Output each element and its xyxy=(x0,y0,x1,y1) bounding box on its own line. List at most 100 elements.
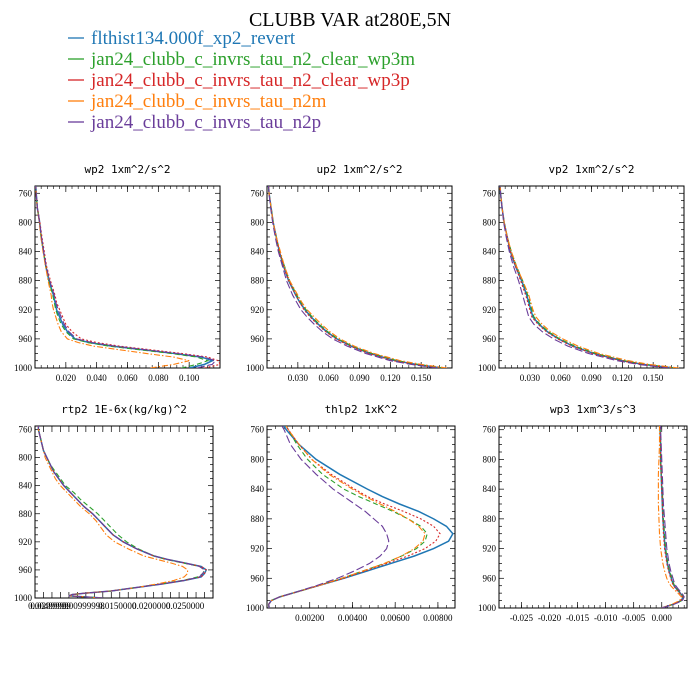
y-tick-label: 920 xyxy=(251,544,265,554)
legend-entry: jan24_clubb_c_invrs_tau_n2_clear_wp3m xyxy=(68,49,415,70)
y-tick-label: 880 xyxy=(251,276,265,286)
legend-label: jan24_clubb_c_invrs_tau_n2p xyxy=(90,112,321,133)
y-tick-label: 1000 xyxy=(478,603,497,613)
y-tick-label: 960 xyxy=(483,573,497,583)
panel-frame xyxy=(498,185,685,369)
series-line xyxy=(35,186,210,368)
series-line xyxy=(35,186,215,368)
x-tick-label: 0.000 xyxy=(652,613,673,623)
panel: rtp2 1E-6x(kg/kg)^2 760 800 840 880 920 960 100… xyxy=(14,403,214,611)
panel: thlp2 1xK^2 760 800 840 880 920 960 1000 0.00200… xyxy=(246,403,456,623)
x-tick-label: 0.120 xyxy=(380,373,401,383)
y-tick-label: 920 xyxy=(19,537,33,547)
panel-title: up2 1xm^2/s^2 xyxy=(316,163,402,176)
panel-title: wp2 1xm^2/s^2 xyxy=(84,163,170,176)
y-tick-label: 760 xyxy=(483,425,497,435)
y-tick-label: 960 xyxy=(251,334,265,344)
legend-entry: jan24_clubb_c_invrs_tau_n2_clear_wp3p xyxy=(68,70,410,91)
y-tick-label: 840 xyxy=(483,247,497,257)
series-line xyxy=(267,186,447,368)
panel-frame xyxy=(498,425,688,609)
x-tick-label: 0.020 xyxy=(56,373,77,383)
series-line xyxy=(499,186,669,368)
x-tick-label: 0.040 xyxy=(87,373,108,383)
panel: wp3 1xm^3/s^3 760 800 840 880 920 960 1000 -0.02… xyxy=(478,403,688,623)
x-tick-label: -0.025 xyxy=(510,613,534,623)
legend-entry: flthist134.000f_xp2_revert xyxy=(68,28,296,49)
x-tick-label: 0.060 xyxy=(319,373,340,383)
panel-title: thlp2 1xK^2 xyxy=(325,403,398,416)
y-tick-label: 1000 xyxy=(478,363,497,373)
x-tick-label: 0.030 xyxy=(288,373,309,383)
y-tick-label: 920 xyxy=(483,544,497,554)
series-line xyxy=(659,426,684,608)
legend-label: flthist134.000f_xp2_revert xyxy=(91,28,296,49)
series-line xyxy=(268,426,441,608)
panel-title: vp2 1xm^2/s^2 xyxy=(548,163,634,176)
y-tick-label: 800 xyxy=(19,217,33,227)
series-line xyxy=(499,186,679,368)
x-tick-label: 0.0250000 xyxy=(166,601,205,611)
series-line xyxy=(37,426,208,598)
y-tick-label: 760 xyxy=(251,425,265,435)
y-tick-label: 800 xyxy=(483,454,497,464)
y-tick-label: 880 xyxy=(19,509,33,519)
series-line xyxy=(659,426,685,608)
x-tick-label: 0.0150000 xyxy=(98,601,137,611)
x-tick-label: 0.0299999 xyxy=(30,601,69,611)
series-line xyxy=(267,186,437,368)
legend-entry: jan24_clubb_c_invrs_tau_n2m xyxy=(68,91,327,112)
panel-title: wp3 1xm^3/s^3 xyxy=(550,403,636,416)
x-tick-label: 0.00200 xyxy=(295,613,325,623)
x-tick-label: 0.120 xyxy=(612,373,633,383)
x-tick-label: 0.060 xyxy=(551,373,572,383)
y-tick-label: 760 xyxy=(19,425,33,435)
x-tick-label: 0.030 xyxy=(520,373,541,383)
y-tick-label: 840 xyxy=(251,484,265,494)
panel-frame xyxy=(34,185,221,369)
y-tick-label: 1000 xyxy=(14,363,33,373)
y-tick-label: 880 xyxy=(483,514,497,524)
x-tick-label: 0.090 xyxy=(581,373,602,383)
y-tick-label: 800 xyxy=(483,217,497,227)
y-tick-label: 760 xyxy=(19,188,33,198)
y-tick-label: 840 xyxy=(19,247,33,257)
x-tick-label: 0.150 xyxy=(643,373,664,383)
y-tick-label: 760 xyxy=(483,188,497,198)
series-line xyxy=(35,186,217,368)
series-line xyxy=(37,426,207,598)
legend-entry: jan24_clubb_c_invrs_tau_n2p xyxy=(68,112,321,133)
y-tick-label: 920 xyxy=(19,305,33,315)
y-tick-label: 960 xyxy=(19,565,33,575)
x-tick-label: 0.090 xyxy=(349,373,370,383)
series-line xyxy=(35,186,190,368)
panel-frame xyxy=(266,425,456,609)
legend-label: jan24_clubb_c_invrs_tau_n2_clear_wp3m xyxy=(90,49,415,70)
panel: vp2 1xm^2/s^2 760 800 840 880 920 960 1000 0.030… xyxy=(478,163,685,383)
y-tick-label: 840 xyxy=(19,481,33,491)
y-tick-label: 1000 xyxy=(246,603,265,613)
y-tick-label: 880 xyxy=(251,514,265,524)
series-line xyxy=(499,186,674,368)
series-line xyxy=(35,186,220,368)
x-tick-label: -0.005 xyxy=(622,613,646,623)
x-tick-label: 0.00600 xyxy=(381,613,411,623)
y-tick-label: 920 xyxy=(251,305,265,315)
y-tick-label: 960 xyxy=(483,334,497,344)
series-line xyxy=(37,426,206,598)
series-line xyxy=(267,426,454,608)
y-tick-label: 880 xyxy=(483,276,497,286)
x-tick-label: -0.015 xyxy=(566,613,590,623)
series-line xyxy=(499,186,676,368)
y-tick-label: 880 xyxy=(19,276,33,286)
x-tick-label: 0.00499999 xyxy=(28,601,71,611)
series-line xyxy=(268,426,390,608)
y-tick-label: 760 xyxy=(251,188,265,198)
x-tick-label: 0.00400 xyxy=(338,613,368,623)
figure-title: CLUBB VAR at280E,5N xyxy=(249,9,451,31)
panel-frame xyxy=(34,425,214,599)
y-tick-label: 840 xyxy=(483,484,497,494)
y-tick-label: 840 xyxy=(251,247,265,257)
y-tick-label: 920 xyxy=(483,305,497,315)
